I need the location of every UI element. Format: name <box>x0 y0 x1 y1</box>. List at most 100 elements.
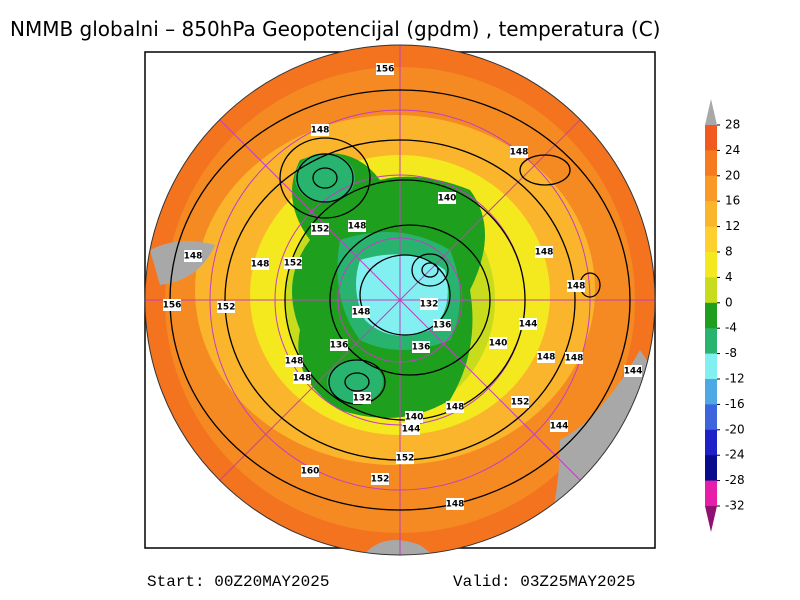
legend-band <box>705 252 717 278</box>
contour-label-box <box>550 420 568 432</box>
contour-label: 136 <box>433 321 452 331</box>
legend-label: -28 <box>725 473 745 487</box>
contour-label-box <box>412 341 430 353</box>
legend-label: 20 <box>725 168 740 182</box>
contour-label: 152 <box>371 475 390 485</box>
legend-over <box>705 99 717 125</box>
contour-label: 136 <box>330 341 349 351</box>
contour-label: 144 <box>624 367 643 377</box>
contour-label-box <box>352 306 370 318</box>
legend-label: -8 <box>725 346 737 360</box>
legend-band <box>705 150 717 177</box>
contour-label: 148 <box>348 222 367 232</box>
contour-label: 144 <box>550 422 569 432</box>
contour-label-box <box>438 192 456 204</box>
contour-label-box <box>567 280 585 292</box>
contour-label-box <box>537 351 555 363</box>
legend-label: 4 <box>725 270 733 284</box>
legend-band <box>705 226 717 253</box>
contour-label: 148 <box>446 403 465 413</box>
contour-label-box <box>511 396 529 408</box>
contour-label: 148 <box>537 353 556 363</box>
legend-band <box>705 455 717 482</box>
legend-label: -16 <box>725 397 745 411</box>
contour-label-box <box>535 246 553 258</box>
legend-band <box>705 175 717 202</box>
legend-band <box>705 201 717 228</box>
legend-label: -20 <box>725 422 745 436</box>
contour-label-box <box>284 257 302 269</box>
contour-label-box <box>624 365 642 377</box>
legend-label: 8 <box>725 245 733 259</box>
contour-label: 160 <box>301 467 320 477</box>
legend-label: 0 <box>725 295 733 309</box>
contour-label-box <box>565 352 583 364</box>
legend-label: -12 <box>725 372 745 386</box>
legend-label: -32 <box>725 499 745 513</box>
contour-label-box <box>285 355 303 367</box>
contour-label: 148 <box>446 500 465 510</box>
contour-label-box <box>405 411 423 423</box>
contour-label-box <box>371 473 389 485</box>
contour-label: 140 <box>489 339 508 349</box>
contour-label: 148 <box>535 248 554 258</box>
contour-label: 148 <box>251 260 270 270</box>
contour-label: 148 <box>293 374 312 384</box>
legend-band <box>705 277 717 304</box>
legend-label: 24 <box>725 143 740 157</box>
contour-label: 152 <box>217 303 236 313</box>
contour-label-box <box>420 298 438 310</box>
contour-label: 152 <box>396 454 415 464</box>
legend-label: 12 <box>725 219 740 233</box>
contour-label-box <box>446 401 464 413</box>
legend-band <box>705 429 717 456</box>
contour-label: 148 <box>352 308 371 318</box>
contour-label-box <box>353 392 371 404</box>
contour-label: 148 <box>567 282 586 292</box>
contour-label: 148 <box>311 126 330 136</box>
contour-label: 156 <box>376 65 395 75</box>
contour-label: 148 <box>285 357 304 367</box>
contour-label-box <box>348 220 366 232</box>
contour-label-box <box>251 258 269 270</box>
contour-label: 152 <box>311 225 330 235</box>
legend-band <box>705 379 717 405</box>
contour-label: 132 <box>420 300 439 310</box>
contour-label: 148 <box>510 148 529 158</box>
contour-label-box <box>433 319 451 331</box>
contour-label-box <box>446 498 464 510</box>
contour-label: 144 <box>519 320 538 330</box>
contour-label-box <box>330 339 348 351</box>
legend-under <box>705 506 717 532</box>
contour-label-box <box>301 465 319 477</box>
start-time: Start: 00Z20MAY2025 <box>147 573 329 591</box>
legend-band <box>705 353 717 380</box>
legend-label: 16 <box>725 194 740 208</box>
contour-label-box <box>402 423 420 435</box>
contour-label-box <box>519 318 537 330</box>
title: NMMB globalni – 850hPa Geopotencijal (gp… <box>10 17 660 41</box>
contour-label: 136 <box>412 343 431 353</box>
contour-label: 144 <box>402 425 421 435</box>
contour-label: 140 <box>438 194 457 204</box>
contour-label-box <box>293 372 311 384</box>
contour-label-box <box>311 223 329 235</box>
contour-label-box <box>376 63 394 75</box>
legend-band <box>705 480 717 507</box>
valid-time: Valid: 03Z25MAY2025 <box>453 573 635 591</box>
contour-label-box <box>396 452 414 464</box>
contour-label-box <box>184 250 202 262</box>
legend-band <box>705 328 717 355</box>
contour-label-box <box>163 299 181 311</box>
legend-label: 28 <box>725 118 740 132</box>
contour-label: 148 <box>184 252 203 262</box>
contour-label: 148 <box>565 354 584 364</box>
contour-label: 156 <box>163 301 182 311</box>
contour-label-box <box>510 146 528 158</box>
contour-label-box <box>217 301 235 313</box>
legend-label: -24 <box>725 448 745 462</box>
contour-label: 140 <box>405 413 424 423</box>
contour-label-box <box>311 124 329 136</box>
legend-band <box>705 302 717 329</box>
